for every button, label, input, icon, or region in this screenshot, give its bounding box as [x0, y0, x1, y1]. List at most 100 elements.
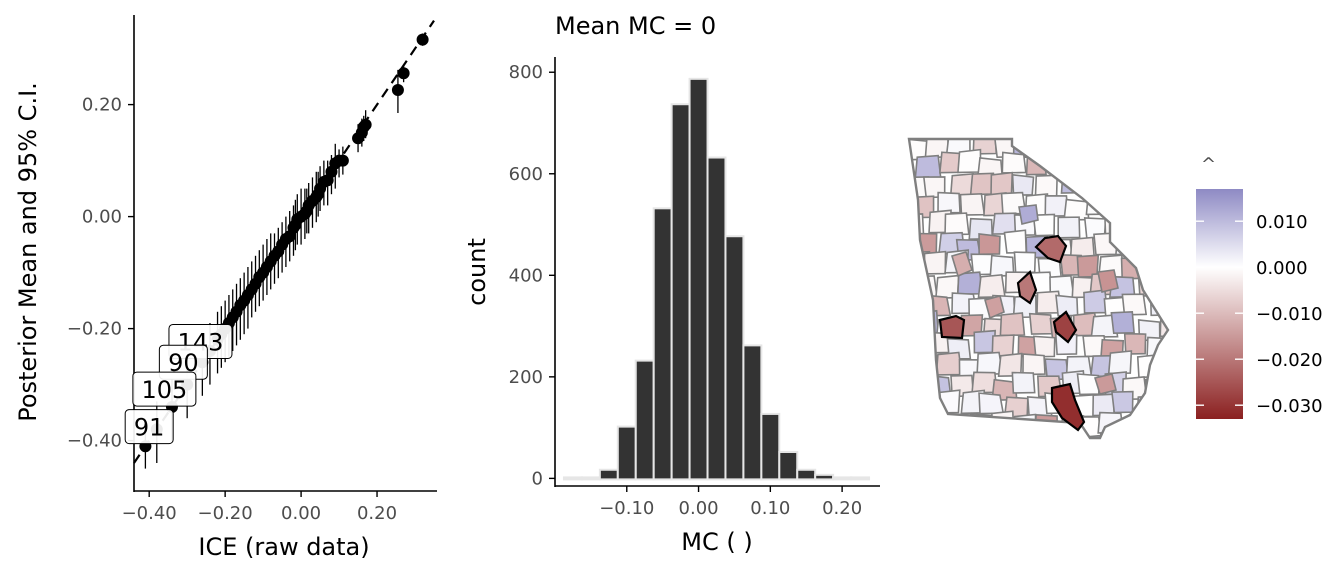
- county: [1121, 293, 1148, 316]
- data-point: [352, 132, 365, 145]
- histogram-x-tick-label: 0.20: [822, 498, 862, 519]
- county: [1097, 411, 1124, 434]
- county: [937, 191, 961, 214]
- highlighted-county: [1016, 270, 1038, 305]
- county: [1158, 195, 1168, 218]
- county: [1110, 310, 1135, 335]
- highlighted-county: [1052, 310, 1078, 344]
- histogram-bar: [832, 476, 853, 481]
- county: [909, 335, 934, 358]
- county: [1080, 139, 1105, 158]
- county: [1003, 229, 1028, 254]
- histogram-bar: [670, 103, 691, 481]
- scatter-y-tick-label: 0.20: [82, 95, 122, 116]
- county: [1116, 197, 1141, 220]
- histogram-x-tick-label: −0.10: [599, 498, 654, 519]
- histogram-bar: [742, 344, 763, 481]
- histogram-y-tick-label: 0: [532, 468, 543, 489]
- county: [915, 433, 940, 438]
- histogram-x-axis-title: MC ( ): [681, 528, 752, 556]
- county: [1033, 413, 1059, 437]
- histogram-bar: [598, 468, 619, 481]
- county: [1103, 173, 1128, 196]
- histogram-bar: [706, 156, 727, 481]
- scatter-x-tick-label: 0.00: [281, 503, 321, 524]
- county: [1035, 139, 1058, 160]
- histogram-bar: [634, 359, 655, 481]
- highlighted-county: [1050, 382, 1086, 432]
- county: [978, 392, 1005, 415]
- county: [1126, 415, 1151, 438]
- scatter-y-axis-title: Posterior Mean and 95% C.I.: [14, 82, 42, 422]
- histogram-bar: [616, 425, 637, 481]
- county: [1011, 371, 1036, 394]
- histogram-y-tick-label: 800: [509, 62, 543, 83]
- data-point: [397, 67, 410, 80]
- county: [948, 412, 972, 437]
- legend-colorbar: [1196, 189, 1243, 419]
- county: [1158, 355, 1168, 379]
- scatter-x-axis-title: ICE (raw data): [198, 533, 369, 561]
- county: [981, 436, 1006, 438]
- point-label-box: [124, 409, 174, 445]
- county: [1133, 236, 1157, 259]
- county: [1019, 433, 1045, 438]
- county: [1120, 257, 1145, 280]
- county: [1057, 216, 1081, 239]
- county: [959, 192, 986, 216]
- county: [978, 233, 1001, 256]
- county: [1158, 393, 1168, 417]
- county: [1154, 276, 1168, 299]
- map-panel: ^ 0.010 0.000 −0.010 −0.020 −0.030: [907, 137, 1323, 440]
- county: [934, 435, 959, 438]
- county: [1156, 155, 1168, 179]
- county: [1126, 212, 1152, 237]
- histogram-bar: [850, 476, 871, 481]
- legend-title: ^: [1201, 154, 1216, 175]
- county: [909, 293, 929, 317]
- county: [1099, 139, 1127, 159]
- county: [1013, 251, 1037, 274]
- county: [909, 414, 930, 438]
- county: [1093, 232, 1119, 256]
- histogram-x-tick-label: 0.00: [679, 498, 719, 519]
- county: [913, 391, 938, 415]
- county: [957, 148, 982, 174]
- histogram-y-tick-label: 400: [509, 265, 543, 286]
- county: [914, 154, 942, 179]
- histogram-bar: [778, 451, 799, 481]
- county: [1155, 429, 1168, 438]
- county: [1119, 175, 1144, 199]
- legend-tick-label: −0.020: [1256, 350, 1323, 371]
- county: [977, 273, 1006, 299]
- histogram-bar: [688, 77, 709, 481]
- legend-tick-label: −0.030: [1256, 396, 1323, 417]
- histogram-title: Mean MC = 0: [555, 12, 716, 40]
- county: [1134, 434, 1161, 438]
- histogram-bar: [796, 468, 817, 481]
- histogram-bar: [724, 235, 745, 481]
- histogram-bar: [652, 207, 673, 481]
- state-outline: [907, 137, 1170, 440]
- county: [951, 251, 973, 278]
- county: [1087, 157, 1113, 181]
- histogram-bar: [760, 412, 781, 481]
- county: [1069, 435, 1093, 438]
- legend-tick-label: 0.010: [1256, 212, 1308, 233]
- county: [1142, 256, 1167, 279]
- county: [1097, 269, 1119, 293]
- county: [1159, 315, 1168, 338]
- county: [1135, 158, 1158, 181]
- county: [1144, 213, 1168, 236]
- county: [1090, 314, 1119, 338]
- county: [1054, 139, 1081, 155]
- county: [944, 212, 970, 236]
- county: [1109, 431, 1133, 438]
- scatter-y-tick-label: −0.20: [67, 319, 122, 340]
- histogram-bar: [814, 473, 835, 481]
- county: [1137, 193, 1162, 216]
- scatter-y-tick-label: −0.40: [67, 431, 122, 452]
- county: [1144, 378, 1168, 401]
- scatter-y-tick-label: 0.00: [82, 207, 122, 228]
